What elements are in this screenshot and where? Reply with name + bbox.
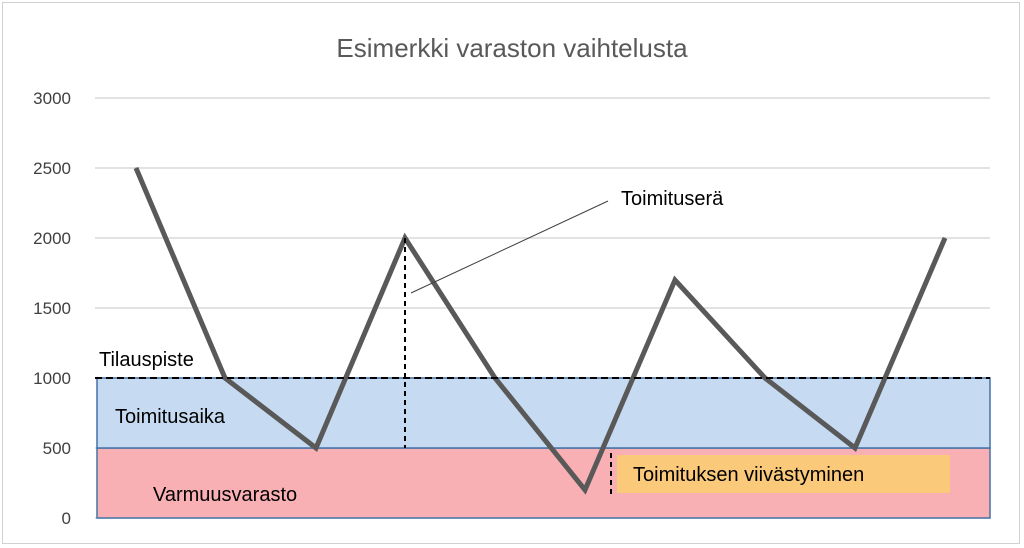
annotations: Varmuusvarasto Toimitusaika Tilauspiste Toi… — [95, 188, 990, 506]
delay-box — [617, 455, 950, 493]
y-tick-label: 0 — [62, 509, 71, 528]
data-point — [315, 447, 317, 449]
y-tick-label: 2000 — [33, 229, 71, 248]
chart-title: Esimerkki varaston vaihtelusta — [336, 33, 688, 63]
delay-label: Toimituksen viivästyminen — [633, 464, 864, 486]
data-point — [764, 377, 766, 379]
delivery-batch-label: Toimituserä — [621, 188, 724, 210]
y-tick-label: 500 — [43, 439, 71, 458]
delivery-batch-leader — [410, 200, 609, 294]
data-point — [224, 377, 226, 379]
y-tick-label: 1500 — [33, 299, 71, 318]
data-point — [584, 489, 586, 491]
data-point — [135, 167, 137, 169]
data-point — [854, 447, 856, 449]
reorder-point-label: Tilauspiste — [99, 349, 194, 371]
data-point — [944, 237, 946, 239]
y-tick-label: 2500 — [33, 159, 71, 178]
y-axis: 0 500 1000 1500 2000 2500 3000 — [33, 89, 71, 528]
safety-stock-label: Varmuusvarasto — [153, 484, 297, 506]
lead-time-label: Toimitusaika — [115, 406, 226, 428]
data-point — [674, 279, 676, 281]
y-tick-label: 1000 — [33, 369, 71, 388]
y-tick-label: 3000 — [33, 89, 71, 108]
series-line — [133, 167, 948, 495]
chart-canvas: 0 500 1000 1500 2000 2500 3000 Varmuusvarasto T… — [33, 33, 991, 528]
